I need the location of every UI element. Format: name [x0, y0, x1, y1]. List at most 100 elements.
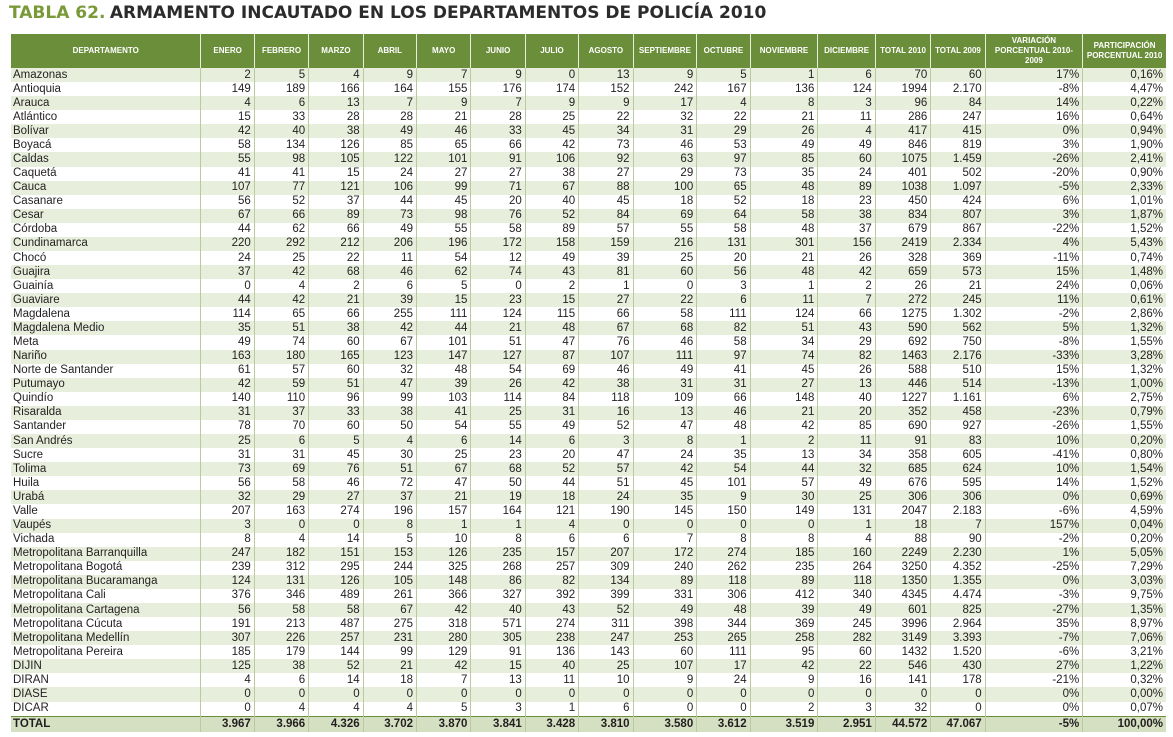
department-cell: Caquetá — [11, 166, 202, 181]
value-cell: 4345 — [875, 588, 932, 603]
value-cell: 22 — [578, 110, 634, 125]
department-cell: Valle — [11, 504, 202, 519]
value-cell: 25 — [470, 405, 526, 420]
value-cell: 82 — [817, 349, 876, 364]
value-cell: -3% — [985, 588, 1084, 603]
value-cell: 126 — [416, 546, 472, 561]
value-cell: 23 — [470, 293, 526, 308]
value-cell: 282 — [817, 631, 876, 646]
value-cell: 50 — [363, 419, 417, 435]
value-cell: 31 — [633, 124, 698, 139]
value-cell: 114 — [200, 307, 255, 322]
value-cell: 95 — [750, 645, 819, 660]
value-cell: 34 — [750, 335, 819, 350]
table-row: Tolima 73 69 76 51 67 68 52 57 42 54 44 32 685 624 10% 1… — [11, 462, 1166, 477]
value-cell: 8 — [750, 532, 819, 547]
value-cell: 84 — [930, 96, 986, 111]
value-cell: 5% — [985, 321, 1084, 336]
value-cell: 3 — [696, 279, 751, 294]
value-cell: 76 — [308, 462, 364, 477]
value-cell: 0% — [985, 490, 1084, 505]
value-cell: 14% — [985, 96, 1084, 111]
value-cell: 307 — [200, 631, 255, 646]
value-cell: 7,29% — [1082, 560, 1166, 575]
value-cell: 0,74% — [1082, 251, 1166, 266]
value-cell: 66 — [696, 391, 751, 406]
column-header: ENERO — [200, 34, 255, 68]
value-cell: 54 — [416, 251, 472, 266]
value-cell: 34 — [578, 124, 634, 139]
value-cell: 1,32% — [1082, 321, 1166, 336]
value-cell: 0% — [985, 701, 1084, 717]
value-cell: 417 — [875, 124, 932, 139]
value-cell: 2,33% — [1082, 180, 1166, 195]
value-cell: 22 — [817, 659, 876, 674]
value-cell: 398 — [633, 617, 698, 632]
value-cell: 4.352 — [930, 560, 986, 575]
value-cell: 178 — [930, 673, 986, 688]
value-cell: 17 — [696, 659, 751, 674]
table-row: Vaupés 3 0 0 8 1 1 4 0 0 0 0 1 18 7 157% 0,04% — [11, 518, 1166, 533]
value-cell: 89 — [308, 208, 364, 223]
value-cell: 49 — [817, 602, 876, 618]
value-cell: 4 — [363, 434, 417, 449]
value-cell: 3149 — [875, 631, 932, 646]
value-cell: 0,20% — [1082, 532, 1166, 547]
value-cell: 106 — [525, 152, 580, 167]
value-cell: 231 — [363, 631, 417, 646]
value-cell: 45 — [633, 476, 698, 491]
department-cell: Tolima — [11, 462, 202, 477]
value-cell: 29 — [254, 490, 310, 505]
value-cell: 73 — [696, 166, 751, 181]
value-cell: 48 — [416, 363, 472, 378]
value-cell: 58 — [633, 307, 698, 322]
department-cell: Caldas — [11, 152, 202, 167]
value-cell: 0 — [525, 68, 580, 83]
value-cell: 157 — [416, 504, 472, 519]
value-cell: 49 — [817, 138, 876, 153]
value-cell: 96 — [308, 391, 364, 406]
value-cell: 0 — [930, 687, 986, 702]
department-cell: Metropolitana Bogotá — [11, 560, 202, 575]
table-row: Metropolitana Medellín 307 226 257 231 280 305… — [11, 631, 1166, 646]
value-cell: 66 — [578, 307, 634, 322]
value-cell: 257 — [308, 631, 364, 646]
department-cell: Boyacá — [11, 138, 202, 153]
value-cell: 5,43% — [1082, 236, 1166, 252]
value-cell: 180 — [254, 349, 310, 364]
department-cell: Risaralda — [11, 405, 202, 420]
value-cell: 0,69% — [1082, 490, 1166, 505]
value-cell: 1227 — [875, 391, 932, 406]
value-cell: 3 — [817, 96, 876, 111]
table-row: Putumayo 42 59 51 47 39 26 42 38 31 31 27 13 446 514 -1… — [11, 377, 1166, 392]
value-cell: 89 — [750, 574, 819, 589]
value-cell: 25 — [525, 110, 580, 125]
value-cell: 1432 — [875, 645, 932, 660]
value-cell: 1463 — [875, 349, 932, 364]
value-cell: 18 — [875, 518, 932, 533]
value-cell: 33 — [308, 405, 364, 420]
value-cell: 97 — [696, 152, 751, 167]
value-cell: 1,55% — [1082, 335, 1166, 350]
value-cell: 450 — [875, 194, 932, 209]
value-cell: 5 — [363, 532, 417, 547]
value-cell: 274 — [308, 504, 364, 519]
value-cell: 134 — [254, 138, 310, 153]
value-cell: 0,64% — [1082, 110, 1166, 125]
value-cell: 13 — [817, 377, 876, 392]
value-cell: 15% — [985, 363, 1084, 378]
department-cell: Magdalena — [11, 307, 202, 322]
value-cell: 690 — [875, 419, 932, 435]
value-cell: 24 — [633, 448, 698, 463]
value-cell: 0 — [930, 701, 986, 717]
value-cell: 253 — [633, 631, 698, 646]
value-cell: 83 — [930, 434, 986, 449]
value-cell: 1994 — [875, 82, 932, 97]
total-label: TOTAL — [11, 715, 202, 732]
value-cell: 60 — [817, 645, 876, 660]
value-cell: 42 — [416, 602, 472, 618]
value-cell: 2,75% — [1082, 391, 1166, 406]
value-cell: 24% — [985, 279, 1084, 294]
value-cell: 0% — [985, 687, 1084, 702]
value-cell: 21 — [363, 659, 417, 674]
